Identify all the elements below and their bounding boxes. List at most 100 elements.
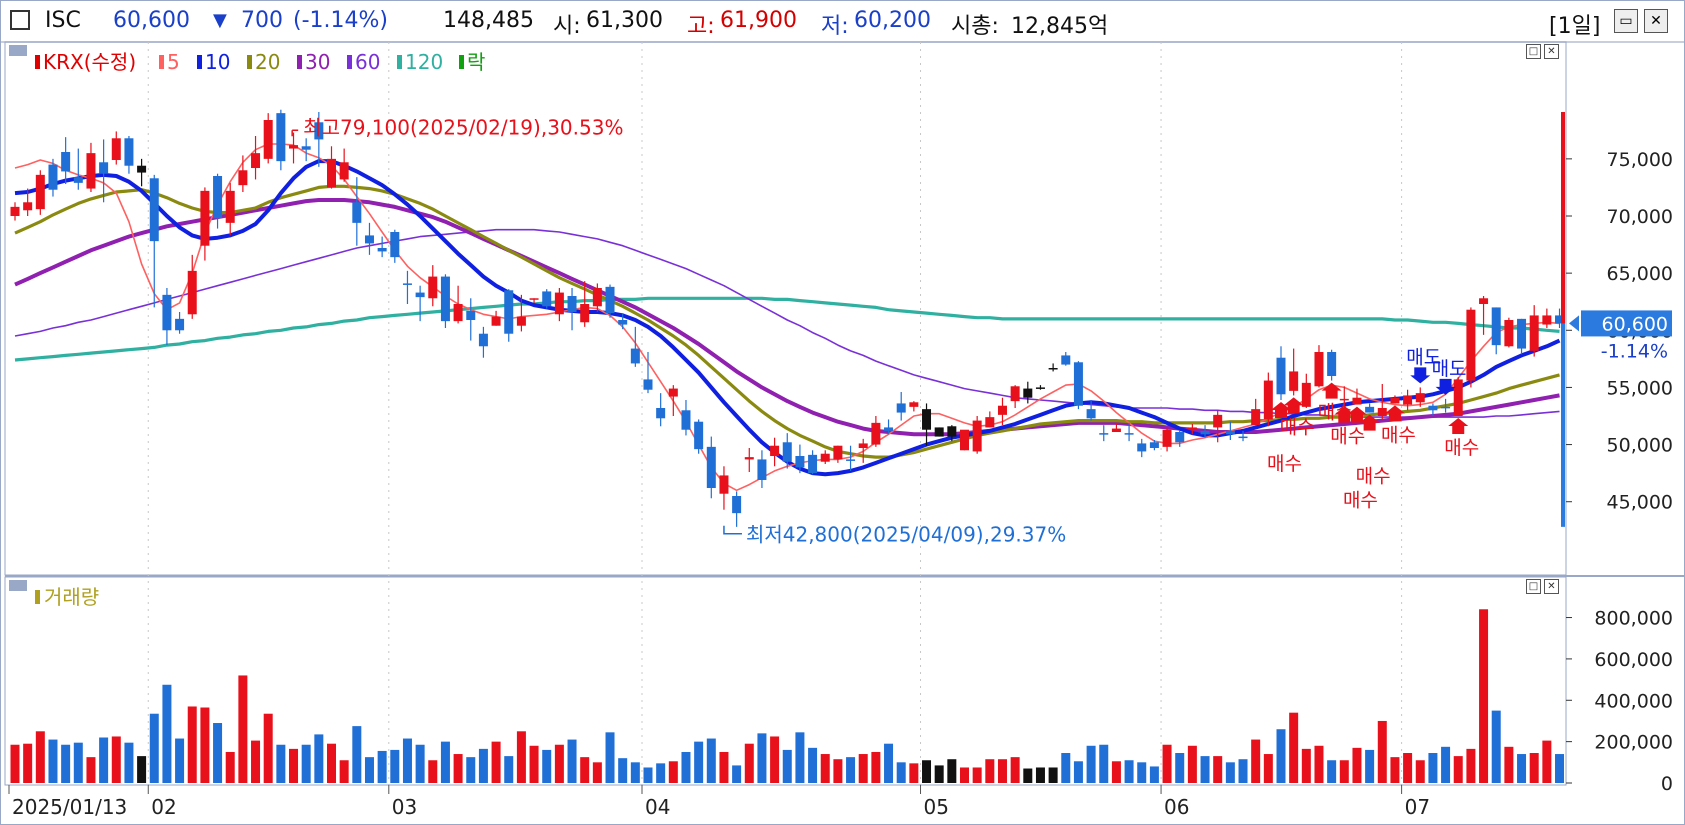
candle bbox=[1327, 352, 1337, 376]
volume-bar bbox=[1200, 756, 1210, 783]
candle bbox=[1403, 395, 1413, 405]
candle bbox=[225, 190, 235, 223]
close-icon[interactable]: ✕ bbox=[1644, 9, 1668, 33]
candle bbox=[529, 298, 539, 300]
candle bbox=[1175, 432, 1185, 443]
volume-bar bbox=[1263, 754, 1273, 783]
volume-bar bbox=[1327, 760, 1337, 783]
candle bbox=[263, 120, 273, 159]
candle bbox=[542, 291, 552, 307]
candle bbox=[1099, 433, 1109, 435]
volume-bar bbox=[922, 760, 932, 783]
volume-bar bbox=[200, 707, 210, 783]
volume-bar bbox=[1225, 762, 1235, 783]
candle bbox=[314, 122, 324, 140]
buy-signal-label: 매수 bbox=[1356, 466, 1391, 488]
candle bbox=[1466, 309, 1476, 381]
legend-label: 120 bbox=[405, 50, 443, 74]
volume-panel-close-icon[interactable]: ✕ bbox=[1544, 579, 1559, 594]
volume-tick-label: 600,000 bbox=[1594, 649, 1673, 671]
volume-bar bbox=[592, 762, 602, 783]
volume-bar bbox=[1023, 768, 1033, 783]
select-checkbox[interactable] bbox=[10, 10, 30, 30]
buy-signal-icon bbox=[1321, 382, 1342, 399]
volume-bar bbox=[580, 757, 590, 783]
candle bbox=[1213, 414, 1223, 428]
volume-bar bbox=[542, 749, 552, 783]
volume-bar bbox=[782, 749, 792, 783]
price-panel-frame bbox=[4, 41, 1567, 576]
x-tick-label: 03 bbox=[392, 795, 417, 819]
volume-bar bbox=[846, 757, 856, 783]
candle bbox=[1200, 430, 1210, 435]
candle bbox=[111, 138, 121, 160]
volume-panel-maximize-icon[interactable]: □ bbox=[1526, 579, 1541, 594]
candle bbox=[86, 153, 96, 189]
candle bbox=[352, 202, 362, 223]
volume-bar bbox=[23, 743, 33, 783]
legend-label: 20 bbox=[255, 50, 280, 74]
candle bbox=[896, 403, 906, 413]
sell-signal-icon bbox=[1435, 378, 1456, 395]
candle bbox=[1555, 315, 1565, 324]
volume-bar bbox=[1086, 745, 1096, 783]
volume-bar bbox=[453, 754, 463, 783]
candle bbox=[1352, 397, 1362, 405]
legend-label: 30 bbox=[305, 50, 330, 74]
candle bbox=[909, 402, 919, 407]
candle bbox=[630, 348, 640, 364]
candle bbox=[175, 318, 185, 331]
last-price-label: 60,600 bbox=[1602, 313, 1668, 335]
candle bbox=[1023, 388, 1033, 398]
candle bbox=[301, 146, 311, 150]
volume-bar bbox=[276, 744, 286, 783]
legend-label: 락 bbox=[467, 50, 485, 74]
candle bbox=[1187, 427, 1197, 430]
candle bbox=[364, 235, 374, 244]
candle bbox=[377, 248, 387, 252]
volume-bar bbox=[377, 750, 387, 783]
volume-bar bbox=[61, 744, 71, 783]
volume-bar bbox=[732, 765, 742, 783]
price-range-bar-up bbox=[1561, 112, 1565, 324]
candle bbox=[554, 292, 564, 315]
sell-signal-label: 매도 bbox=[1432, 358, 1467, 380]
candle bbox=[643, 379, 653, 390]
candle bbox=[1479, 298, 1489, 304]
buy-signal-label: 매수 bbox=[1381, 424, 1416, 446]
volume-bar bbox=[643, 767, 653, 783]
candle bbox=[1035, 387, 1045, 389]
candle bbox=[1491, 307, 1501, 346]
volume-bar bbox=[1466, 748, 1476, 783]
minimize-icon[interactable]: ▭ bbox=[1614, 9, 1638, 33]
price-tick-label: 50,000 bbox=[1607, 435, 1673, 457]
candle bbox=[238, 170, 248, 186]
price-panel-maximize-icon[interactable]: □ bbox=[1526, 44, 1541, 59]
volume-tick-label: 0 bbox=[1661, 773, 1673, 795]
candle bbox=[757, 459, 767, 480]
candle bbox=[1048, 368, 1058, 370]
volume-bar bbox=[884, 743, 894, 783]
volume-value: 148,485 bbox=[443, 8, 534, 33]
price-change-percent: (-1.14%) bbox=[293, 8, 388, 33]
volume-bar bbox=[314, 734, 324, 783]
volume-bar bbox=[73, 742, 83, 783]
volume-bar bbox=[99, 737, 109, 783]
volume-bar bbox=[440, 741, 450, 783]
price-panel-icon bbox=[9, 45, 27, 56]
candle bbox=[1314, 352, 1324, 387]
candle bbox=[35, 174, 45, 210]
period-selector[interactable]: [1일] bbox=[1549, 14, 1601, 39]
candle bbox=[858, 443, 868, 448]
volume-bar bbox=[478, 748, 488, 783]
buy-signal-icon bbox=[1334, 406, 1355, 423]
volume-bar bbox=[833, 759, 843, 783]
candle bbox=[1517, 318, 1527, 349]
candle bbox=[1276, 357, 1286, 395]
volume-bar bbox=[997, 759, 1007, 783]
volume-bar bbox=[1149, 766, 1159, 783]
low-label: 저: bbox=[821, 14, 849, 39]
price-panel-close-icon[interactable]: ✕ bbox=[1544, 44, 1559, 59]
candle bbox=[213, 176, 223, 219]
volume-bar bbox=[1441, 746, 1451, 783]
